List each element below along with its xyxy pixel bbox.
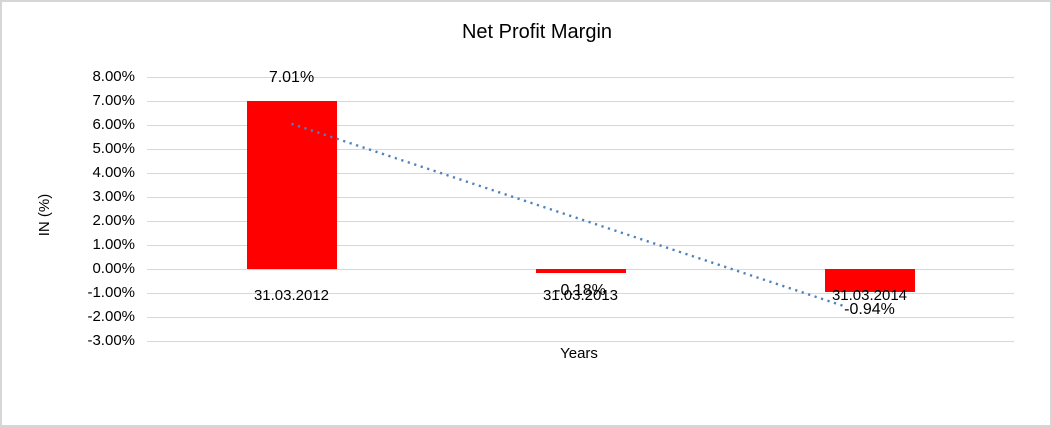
gridline bbox=[147, 77, 1014, 78]
gridline bbox=[147, 101, 1014, 102]
data-label: -0.18% bbox=[555, 282, 606, 300]
y-tick-label: 8.00% bbox=[92, 68, 135, 85]
bar bbox=[246, 100, 337, 269]
y-tick-label: 0.00% bbox=[92, 260, 135, 277]
gridline bbox=[147, 317, 1014, 318]
x-axis-title: Years bbox=[560, 345, 598, 362]
y-tick-label: -3.00% bbox=[87, 332, 135, 349]
y-tick-label: 3.00% bbox=[92, 188, 135, 205]
bar bbox=[824, 269, 915, 292]
y-tick-label: 4.00% bbox=[92, 164, 135, 181]
chart-title: Net Profit Margin bbox=[461, 21, 613, 43]
data-label: 7.01% bbox=[268, 68, 315, 86]
y-tick-label: 5.00% bbox=[92, 140, 135, 157]
category-label: 31.03.2013 bbox=[542, 287, 619, 304]
y-tick-label: -1.00% bbox=[87, 284, 135, 301]
gridline bbox=[147, 341, 1014, 342]
y-tick-label: 7.00% bbox=[92, 92, 135, 109]
category-label: 31.03.2014 bbox=[831, 287, 908, 304]
y-tick-label: -2.00% bbox=[87, 308, 135, 325]
y-tick-label: 2.00% bbox=[92, 212, 135, 229]
y-tick-label: 6.00% bbox=[92, 116, 135, 133]
category-label: 31.03.2012 bbox=[253, 287, 330, 304]
data-label: -0.94% bbox=[844, 300, 895, 318]
bar bbox=[535, 269, 626, 274]
y-tick-label: 1.00% bbox=[92, 236, 135, 253]
